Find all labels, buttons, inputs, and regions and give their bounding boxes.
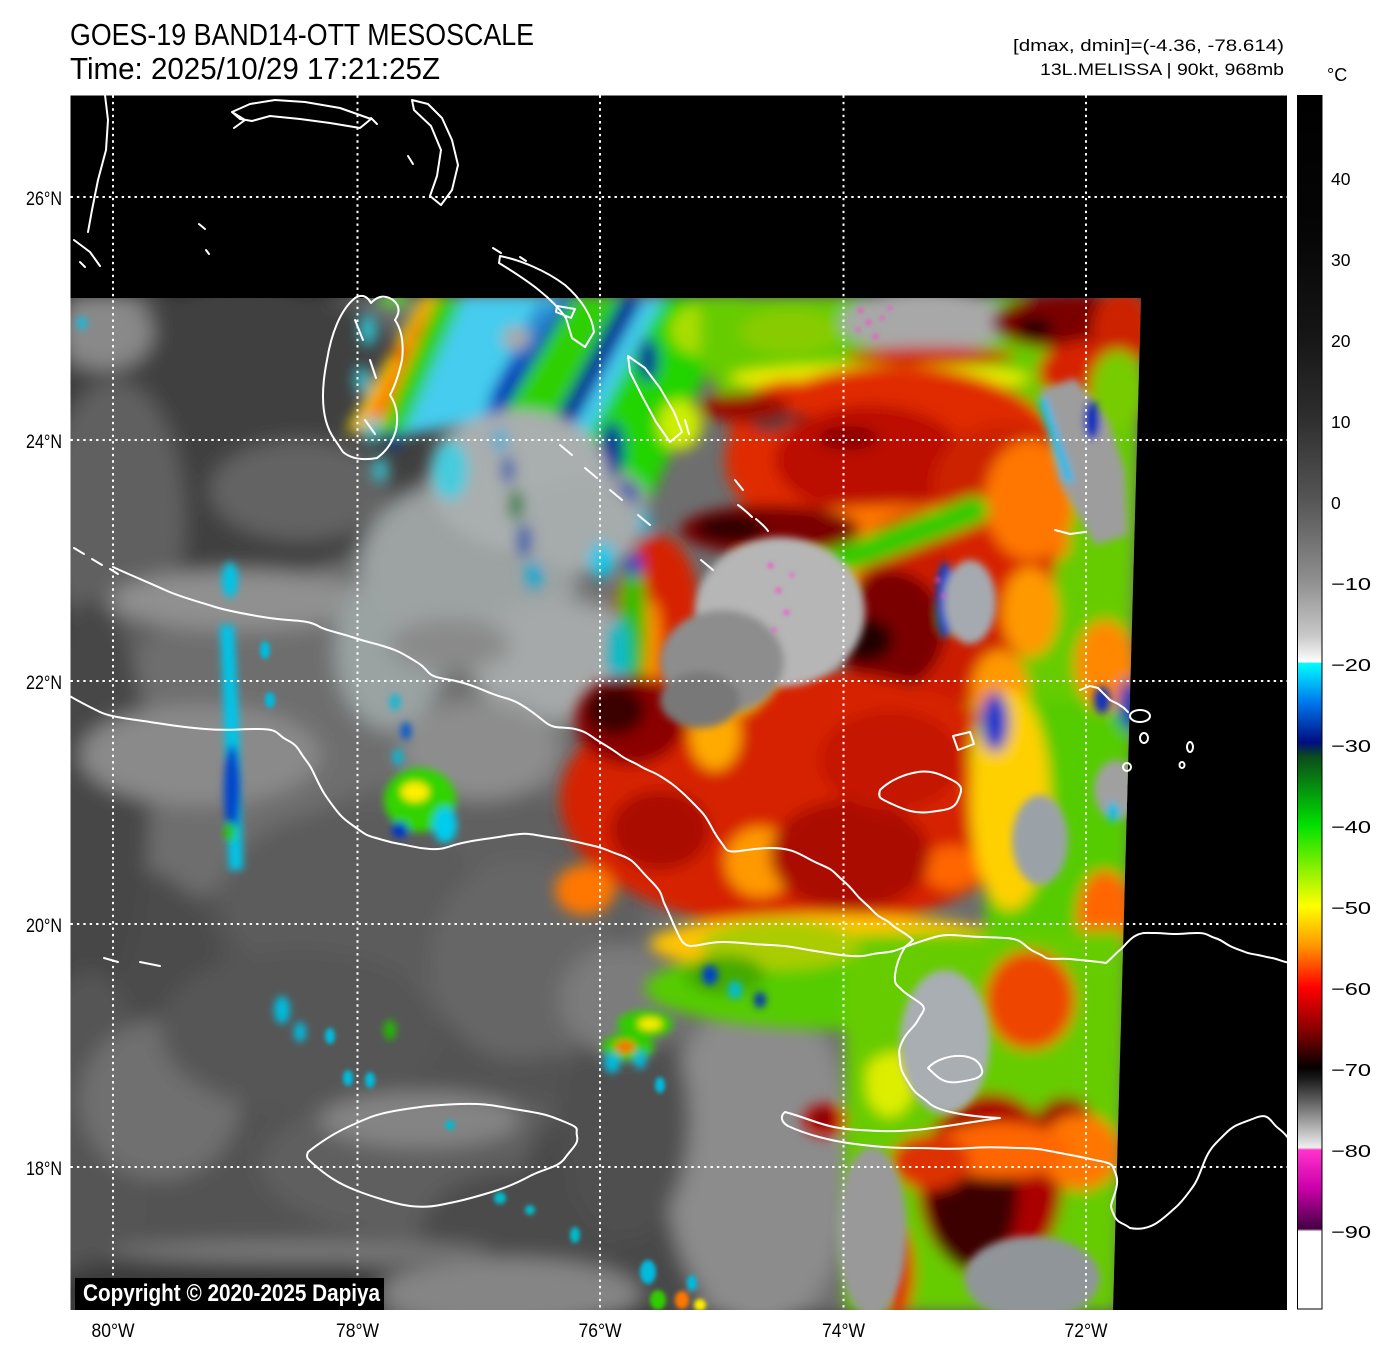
svg-text:26°N: 26°N [26,189,62,210]
svg-text:[dmax, dmin]=(-4.36, -78.614): [dmax, dmin]=(-4.36, -78.614) [1013,36,1284,55]
svg-text:GOES-19 BAND14-OTT MESOSCALE: GOES-19 BAND14-OTT MESOSCALE [70,17,534,52]
svg-text:Time: 2025/10/29 17:21:25Z: Time: 2025/10/29 17:21:25Z [70,51,440,86]
svg-text:20: 20 [1331,331,1351,351]
svg-text:0: 0 [1331,493,1341,513]
svg-text:20°N: 20°N [26,916,62,937]
svg-text:22°N: 22°N [26,673,62,694]
svg-text:°C: °C [1327,65,1347,85]
svg-text:−50: −50 [1331,898,1371,918]
svg-text:24°N: 24°N [26,432,62,453]
svg-text:10: 10 [1331,412,1351,432]
svg-text:−80: −80 [1331,1141,1371,1161]
svg-text:76°W: 76°W [579,1321,622,1342]
svg-text:−30: −30 [1331,736,1371,756]
svg-text:−70: −70 [1331,1060,1371,1080]
svg-text:−90: −90 [1331,1222,1371,1242]
svg-text:−10: −10 [1331,574,1371,594]
svg-text:78°W: 78°W [336,1321,379,1342]
svg-text:30: 30 [1331,250,1351,270]
svg-text:72°W: 72°W [1065,1321,1108,1342]
svg-text:74°W: 74°W [822,1321,865,1342]
svg-text:−20: −20 [1331,655,1371,675]
svg-text:−40: −40 [1331,817,1371,837]
svg-text:80°W: 80°W [92,1321,135,1342]
svg-text:−60: −60 [1331,979,1371,999]
svg-text:40: 40 [1331,169,1351,189]
svg-text:13L.MELISSA | 90kt, 968mb: 13L.MELISSA | 90kt, 968mb [1040,60,1284,79]
svg-text:Copyright © 2020-2025 Dapiya: Copyright © 2020-2025 Dapiya [83,1280,381,1307]
svg-text:18°N: 18°N [26,1159,62,1180]
